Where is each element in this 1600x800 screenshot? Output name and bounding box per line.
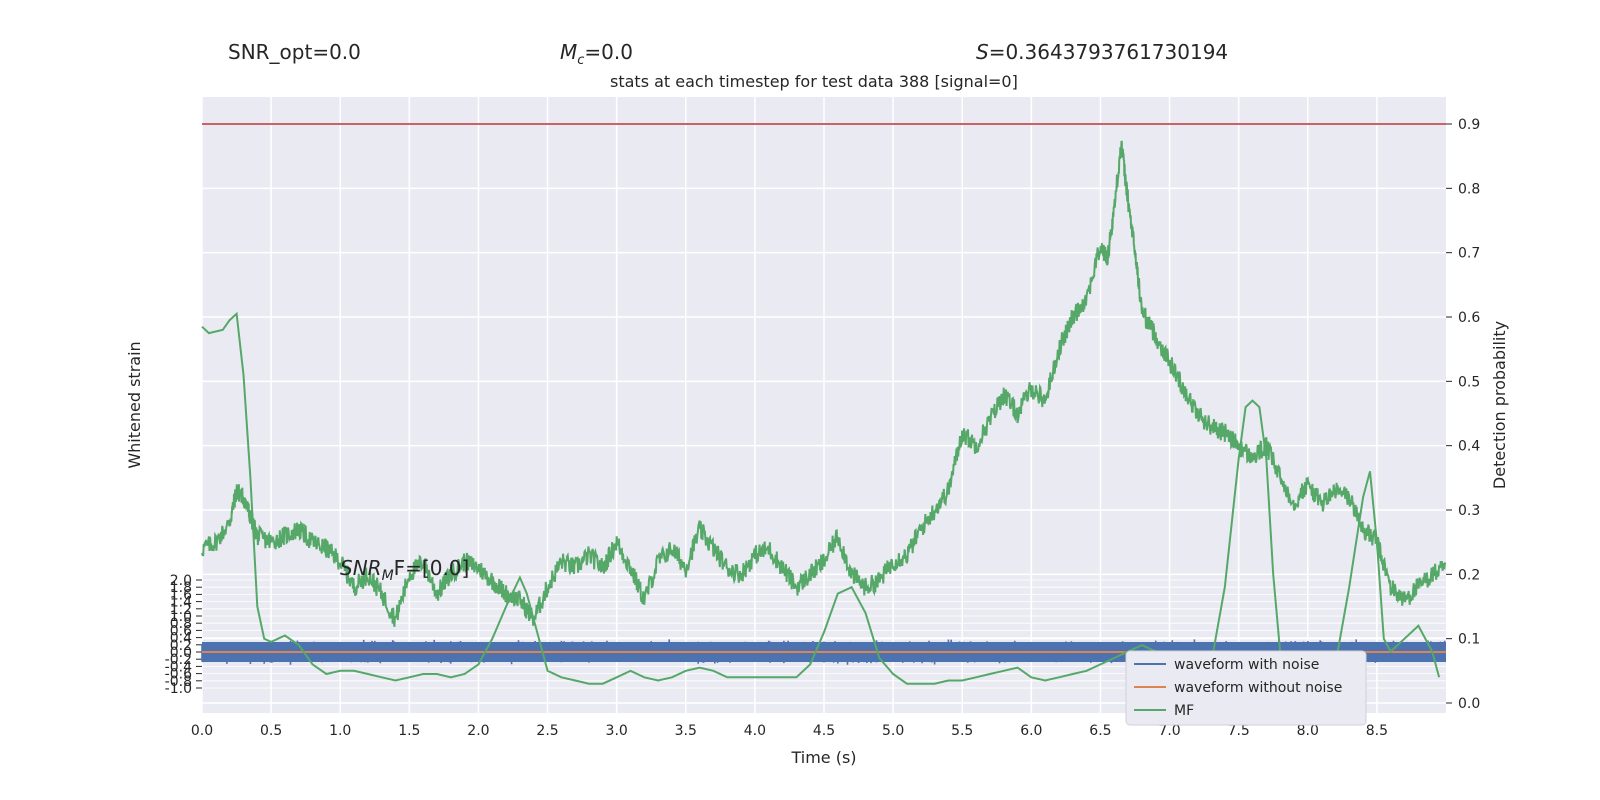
- x-tick-label: 1.5: [398, 723, 420, 739]
- snr-opt-label: SNR_opt=0.0: [228, 40, 361, 64]
- score-label: S=0.3643793761730194: [976, 40, 1228, 64]
- strain-tick-label: 0.6: [170, 623, 192, 639]
- x-tick-label: 5.0: [882, 723, 904, 739]
- strain-tick-label: 1.6: [170, 587, 192, 603]
- y-tick-label: 0.7: [1458, 246, 1480, 262]
- strain-tick-label: -0.6: [165, 667, 192, 683]
- annotation-snr-mf: SNRMF=[0.0]: [340, 556, 469, 584]
- annotation-subscript: M: [382, 568, 394, 584]
- x-tick-label: 6.5: [1089, 723, 1111, 739]
- x-tick-label: 7.0: [1158, 723, 1180, 739]
- y-tick-label: 0.6: [1458, 310, 1480, 326]
- y-tick-label: 0.9: [1458, 117, 1480, 133]
- score-value: =0.3643793761730194: [988, 40, 1229, 64]
- x-tick-label: 1.0: [329, 723, 351, 739]
- right-y-axis-label: Detection probability: [1490, 321, 1509, 489]
- probability-series-line: [201, 140, 1447, 627]
- x-axis-label: Time (s): [790, 748, 856, 767]
- strain-tick-label: 0.0: [170, 645, 192, 661]
- x-tick-label: 3.0: [606, 723, 628, 739]
- legend: waveform with noise waveform without noi…: [1125, 650, 1367, 726]
- legend-label-noise: waveform with noise: [1174, 657, 1319, 673]
- annotation-prefix: SNR: [340, 556, 382, 580]
- score-symbol: S: [976, 40, 989, 64]
- annotation-suffix: F=[0.0]: [394, 556, 470, 580]
- strain-tick-label: 2.0: [170, 573, 192, 589]
- mf-series-line: [201, 311, 1441, 685]
- y-tick-label: 0.4: [1458, 439, 1480, 455]
- legend-label-mf: MF: [1174, 703, 1194, 719]
- x-tick-label: 0.5: [260, 723, 282, 739]
- strain-tick-label: 1.0: [170, 609, 192, 625]
- strain-axis: 2.01.81.61.41.21.00.80.60.40.20.0-0.2-0.…: [165, 573, 202, 697]
- strain-tick-label: 1.2: [170, 602, 192, 618]
- legend-box: [1125, 650, 1367, 726]
- x-tick-label: 2.5: [536, 723, 558, 739]
- y-tick-label: 0.3: [1458, 503, 1480, 519]
- y-tick-label: 0.2: [1458, 567, 1480, 583]
- y-tick-label: 0.8: [1458, 181, 1480, 197]
- strain-tick-label: 0.2: [170, 638, 192, 654]
- y-tick-label: 0.0: [1458, 696, 1480, 712]
- strain-tick-label: 1.4: [170, 595, 192, 611]
- chirp-mass-label: Mc=0.0: [560, 40, 633, 68]
- x-tick-label: 5.5: [951, 723, 973, 739]
- strain-tick-label: -0.8: [165, 674, 192, 690]
- right-y-axis: 0.0 0.1 0.2 0.3 0.4 0.5 0.6 0.7 0.8 0.9: [1446, 117, 1480, 712]
- y-tick-label: 0.5: [1458, 374, 1480, 390]
- chirp-mass-symbol: M: [560, 40, 578, 64]
- strain-tick-label: -0.4: [165, 659, 192, 675]
- x-axis: 0.0 0.5 1.0 1.5 2.0 2.5 3.0 3.5 4.0 4.5 5.0 5.5 6.0 6…: [191, 723, 1388, 739]
- x-tick-label: 7.5: [1228, 723, 1250, 739]
- chirp-mass-value: =0.0: [584, 40, 633, 64]
- x-tick-label: 0.0: [191, 723, 213, 739]
- chart-title: stats at each timestep for test data 388…: [610, 72, 1018, 91]
- strain-tick-label: -0.2: [165, 652, 192, 668]
- x-tick-label: 2.0: [467, 723, 489, 739]
- strain-tick-label: -1.0: [165, 681, 192, 697]
- x-tick-label: 6.0: [1020, 723, 1042, 739]
- strain-tick-label: 0.8: [170, 616, 192, 632]
- y-tick-label: 0.1: [1458, 632, 1480, 648]
- strain-tick-label: 0.4: [170, 631, 192, 647]
- x-tick-label: 8.0: [1297, 723, 1319, 739]
- x-tick-label: 4.5: [813, 723, 835, 739]
- left-y-axis-label: Whitened strain: [125, 341, 144, 468]
- chirp-mass-subscript: c: [577, 53, 585, 68]
- x-tick-label: 8.5: [1366, 723, 1388, 739]
- legend-label-clean: waveform without noise: [1174, 680, 1342, 696]
- strain-tick-label: 1.8: [170, 580, 192, 596]
- x-tick-label: 3.5: [675, 723, 697, 739]
- x-tick-label: 4.0: [744, 723, 766, 739]
